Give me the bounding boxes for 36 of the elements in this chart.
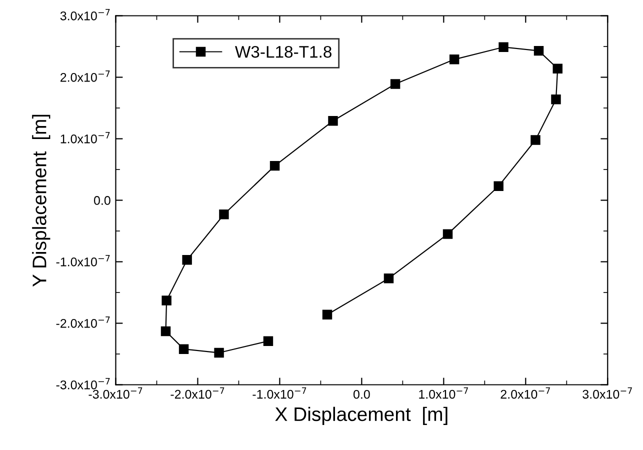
y-tick-label: 3.0x10$^{−7}$ <box>60 9 110 20</box>
legend-label: W3-L18-T1.8 <box>235 46 332 58</box>
y-axis-title: Y Displacement [m] <box>32 114 50 287</box>
point <box>384 273 394 284</box>
y-tick-label: 1.0x10$^{−7}$ <box>60 132 110 144</box>
point <box>534 46 544 56</box>
x-axis-title: X Displacement [m] <box>275 406 448 425</box>
point <box>498 42 508 52</box>
point <box>270 160 280 171</box>
point <box>449 54 460 64</box>
x-tick-label: 3.0x10$^{−7}$ <box>582 387 632 399</box>
x-tick-label: -2.0x10$^{−7}$ <box>170 387 224 399</box>
point <box>178 344 189 354</box>
y-tick-label: 2.0x10$^{−7}$ <box>60 70 110 82</box>
x-tick-label: 0.0 <box>353 390 370 399</box>
y-tick-label: -2.0x10$^{−7}$ <box>56 316 110 328</box>
y-tick-label: 0.0 <box>94 196 110 205</box>
y-tick-label: -1.0x10$^{−7}$ <box>56 255 110 266</box>
point <box>219 210 229 220</box>
point <box>182 255 192 265</box>
point <box>552 64 562 74</box>
point <box>162 296 172 306</box>
point <box>530 135 540 145</box>
point <box>551 94 561 104</box>
y-tick-label: -3.0x10$^{−7}$ <box>56 378 110 390</box>
point <box>442 229 453 239</box>
point <box>160 326 171 336</box>
x-tick-label: -1.0x10$^{−7}$ <box>252 387 306 399</box>
point <box>494 181 504 191</box>
point <box>390 79 400 89</box>
point <box>322 310 332 320</box>
point <box>263 336 274 346</box>
x-tick-label: 2.0x10$^{−7}$ <box>500 387 550 399</box>
point <box>214 348 224 358</box>
point <box>328 116 338 126</box>
x-tick-label: 1.0x10$^{−7}$ <box>419 387 468 399</box>
